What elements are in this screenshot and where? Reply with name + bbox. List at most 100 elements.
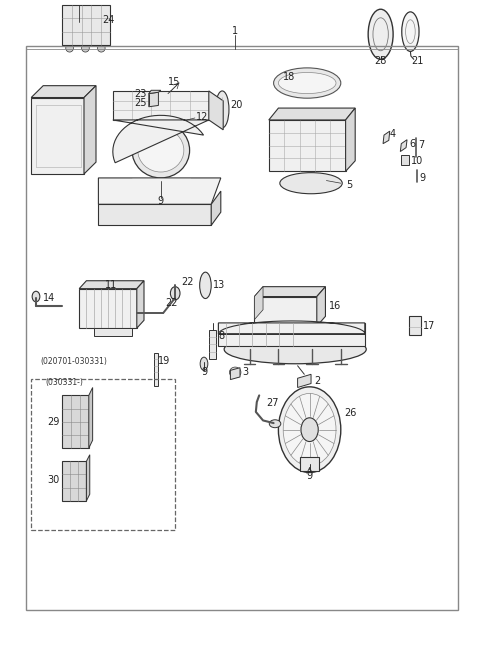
Polygon shape bbox=[149, 92, 158, 107]
Bar bbox=[300, 457, 319, 471]
Ellipse shape bbox=[66, 44, 73, 52]
Bar bbox=[409, 316, 421, 335]
Polygon shape bbox=[317, 287, 325, 326]
Ellipse shape bbox=[283, 393, 336, 466]
Text: 2: 2 bbox=[314, 376, 321, 386]
Text: 9: 9 bbox=[307, 471, 312, 481]
Text: 17: 17 bbox=[423, 320, 436, 331]
Polygon shape bbox=[89, 387, 93, 448]
Text: 3: 3 bbox=[242, 367, 249, 378]
Polygon shape bbox=[113, 115, 209, 163]
Polygon shape bbox=[346, 108, 355, 171]
Text: 25: 25 bbox=[134, 98, 146, 109]
Text: 9: 9 bbox=[201, 367, 207, 378]
Ellipse shape bbox=[224, 335, 366, 364]
Polygon shape bbox=[269, 120, 346, 171]
Polygon shape bbox=[254, 287, 263, 320]
Polygon shape bbox=[31, 86, 96, 98]
Ellipse shape bbox=[216, 91, 229, 128]
Ellipse shape bbox=[32, 291, 40, 302]
Ellipse shape bbox=[82, 44, 89, 52]
Text: 11: 11 bbox=[105, 280, 118, 291]
Text: 12: 12 bbox=[196, 112, 208, 123]
Text: 20: 20 bbox=[230, 100, 243, 111]
Text: 9: 9 bbox=[158, 196, 164, 206]
Ellipse shape bbox=[344, 140, 353, 150]
Ellipse shape bbox=[301, 418, 318, 442]
Ellipse shape bbox=[269, 420, 281, 428]
Text: (020701-030331): (020701-030331) bbox=[41, 357, 108, 366]
Text: 14: 14 bbox=[43, 293, 56, 303]
Text: 24: 24 bbox=[102, 14, 114, 25]
Text: 26: 26 bbox=[345, 407, 357, 418]
Text: 4: 4 bbox=[390, 129, 396, 139]
Text: 1: 1 bbox=[232, 26, 238, 36]
Polygon shape bbox=[98, 204, 211, 225]
Text: 8: 8 bbox=[218, 331, 225, 341]
Ellipse shape bbox=[138, 129, 184, 172]
Ellipse shape bbox=[229, 367, 241, 378]
Polygon shape bbox=[86, 455, 90, 501]
Text: 15: 15 bbox=[168, 76, 180, 87]
Text: 23: 23 bbox=[134, 88, 146, 99]
Text: 19: 19 bbox=[158, 356, 171, 366]
Text: 13: 13 bbox=[213, 280, 225, 291]
Text: 18: 18 bbox=[283, 72, 295, 82]
Polygon shape bbox=[149, 90, 161, 94]
Bar bbox=[62, 395, 89, 448]
Text: 9: 9 bbox=[420, 173, 426, 183]
Polygon shape bbox=[298, 374, 311, 387]
Text: 30: 30 bbox=[48, 474, 60, 485]
Text: 28: 28 bbox=[374, 56, 387, 67]
Polygon shape bbox=[230, 368, 240, 380]
Ellipse shape bbox=[344, 127, 353, 137]
Ellipse shape bbox=[278, 72, 336, 94]
Text: 6: 6 bbox=[409, 138, 415, 149]
Text: 27: 27 bbox=[266, 398, 279, 409]
Text: 16: 16 bbox=[329, 301, 341, 312]
Polygon shape bbox=[113, 91, 209, 120]
Bar bbox=[401, 155, 409, 165]
Text: (030331-): (030331-) bbox=[46, 378, 84, 387]
Bar bbox=[26, 46, 458, 610]
Bar bbox=[62, 461, 86, 501]
Ellipse shape bbox=[368, 9, 393, 59]
Ellipse shape bbox=[278, 387, 341, 473]
Ellipse shape bbox=[97, 44, 105, 52]
Text: 22: 22 bbox=[181, 277, 194, 287]
Text: 5: 5 bbox=[347, 179, 353, 190]
Polygon shape bbox=[84, 86, 96, 174]
Polygon shape bbox=[31, 98, 84, 174]
Polygon shape bbox=[383, 131, 390, 144]
Polygon shape bbox=[254, 287, 325, 297]
Polygon shape bbox=[137, 281, 144, 328]
Bar bbox=[31, 379, 175, 530]
Ellipse shape bbox=[344, 153, 353, 163]
Polygon shape bbox=[154, 353, 158, 386]
Polygon shape bbox=[94, 328, 132, 336]
Polygon shape bbox=[209, 330, 216, 359]
Polygon shape bbox=[218, 321, 365, 334]
Polygon shape bbox=[211, 191, 221, 225]
Polygon shape bbox=[269, 108, 355, 120]
Ellipse shape bbox=[280, 173, 342, 194]
Polygon shape bbox=[254, 297, 317, 326]
Ellipse shape bbox=[200, 357, 208, 370]
Ellipse shape bbox=[200, 272, 211, 299]
Text: 7: 7 bbox=[419, 140, 425, 150]
Polygon shape bbox=[400, 140, 407, 152]
Text: 10: 10 bbox=[411, 156, 424, 166]
Polygon shape bbox=[218, 323, 365, 346]
Polygon shape bbox=[79, 289, 137, 328]
Polygon shape bbox=[209, 91, 223, 130]
Ellipse shape bbox=[274, 68, 341, 98]
Text: 21: 21 bbox=[411, 55, 424, 66]
Ellipse shape bbox=[170, 287, 180, 300]
Text: 29: 29 bbox=[48, 416, 60, 427]
Ellipse shape bbox=[402, 12, 419, 51]
Ellipse shape bbox=[132, 123, 190, 178]
Polygon shape bbox=[98, 178, 221, 204]
Text: 22: 22 bbox=[166, 298, 178, 308]
Bar bbox=[62, 5, 110, 45]
Polygon shape bbox=[79, 281, 144, 289]
